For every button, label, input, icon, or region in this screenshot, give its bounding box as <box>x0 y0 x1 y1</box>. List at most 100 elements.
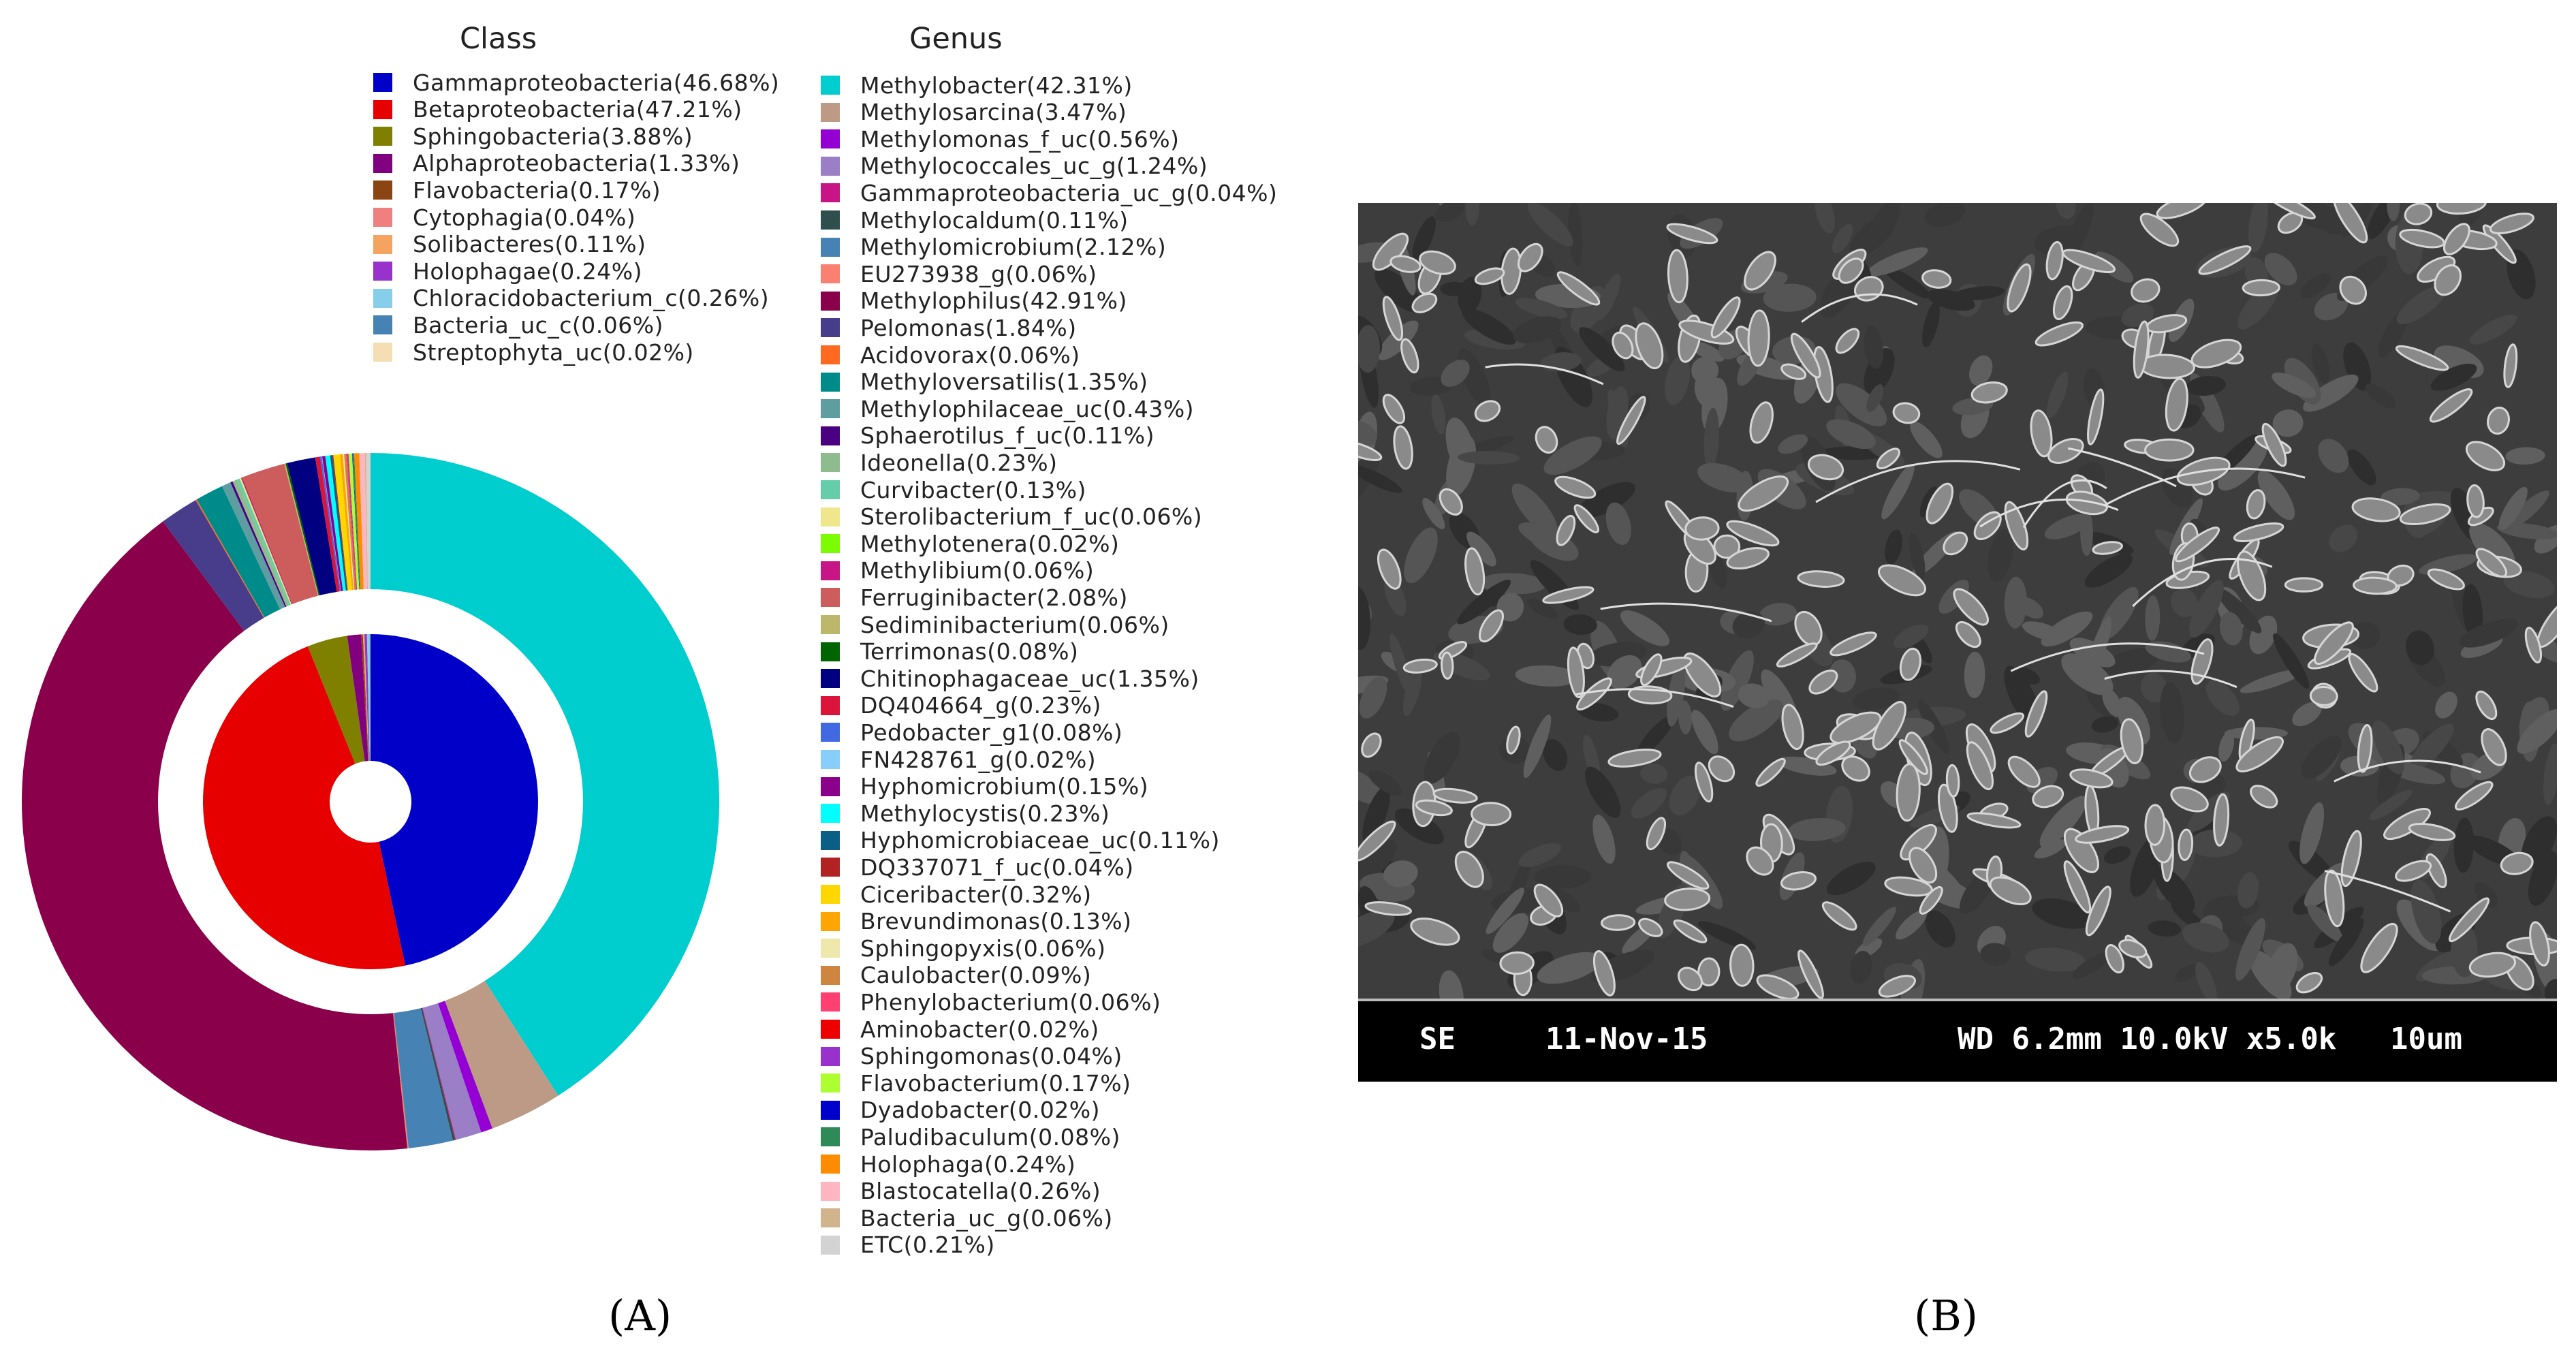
genus-legend-item: Brevundimonas(0.13%) <box>821 908 1132 935</box>
genus-slice <box>222 482 285 610</box>
class-legend-item: Gammaproteobacteria(46.68%) <box>373 69 779 96</box>
genus-legend-label: Hyphomicrobiaceae_uc(0.11%) <box>860 827 1220 854</box>
sem-settings: WD 6.2mm 10.0kV x5.0k <box>1958 1022 2337 1056</box>
genus-legend-label: Sphingopyxis(0.06%) <box>860 935 1106 962</box>
class-slice <box>371 634 538 966</box>
class-legend-item: Sphingobacteria(3.88%) <box>373 123 693 150</box>
genus-legend-item: Flavobacterium(0.17%) <box>821 1069 1131 1097</box>
genus-legend-item: Chitinophagaceae_uc(1.35%) <box>821 665 1199 692</box>
genus-legend-label: Pedobacter_g1(0.08%) <box>860 719 1123 746</box>
genus-legend-item: Gammaproteobacteria_uc_g(0.04%) <box>821 179 1277 206</box>
class-legend-swatch <box>373 127 392 146</box>
genus-legend-label: Sterolibacterium_f_uc(0.06%) <box>860 503 1203 531</box>
class-legend-item: Holophagae(0.24%) <box>373 257 642 285</box>
genus-legend-label: Brevundimonas(0.13%) <box>860 908 1132 935</box>
genus-legend-swatch <box>821 695 840 715</box>
genus-legend-item: Bacteria_uc_g(0.06%) <box>821 1204 1113 1231</box>
genus-legend-swatch <box>821 776 840 796</box>
genus-legend-label: Dyadobacter(0.02%) <box>860 1097 1101 1124</box>
genus-legend-label: Ciceribacter(0.32%) <box>860 881 1092 908</box>
genus-legend-label: Pelomonas(1.84%) <box>860 314 1077 341</box>
genus-legend-label: Ideonella(0.23%) <box>860 449 1058 476</box>
genus-legend-item: Caulobacter(0.09%) <box>821 962 1091 989</box>
class-legend-swatch <box>373 315 392 335</box>
genus-legend-item: FN428761_g(0.02%) <box>821 746 1096 773</box>
genus-legend-label: Holophaga(0.24%) <box>860 1150 1076 1178</box>
class-legend-label: Betaproteobacteria(47.21%) <box>413 96 742 123</box>
genus-legend-swatch <box>821 561 840 580</box>
genus-legend-swatch <box>821 750 840 769</box>
genus-slice <box>240 477 292 605</box>
genus-legend-item: Methylococcales_uc_g(1.24%) <box>821 153 1208 180</box>
genus-slice <box>420 1007 456 1141</box>
sem-info-bar: SE 11-Nov-15 WD 6.2mm 10.0kV x5.0k 10um <box>1358 999 2557 1082</box>
genus-legend-swatch <box>821 911 840 931</box>
genus-legend-item: DQ404664_g(0.23%) <box>821 692 1101 719</box>
genus-legend-swatch <box>821 1020 840 1039</box>
class-legend-item: Solibacteres(0.11%) <box>373 231 646 258</box>
genus-slice <box>438 1001 492 1133</box>
genus-legend-item: Ferruginibacter(2.08%) <box>821 584 1128 611</box>
genus-legend-item: Paludibaculum(0.08%) <box>821 1123 1120 1150</box>
genus-legend-label: Methylotenera(0.02%) <box>860 530 1120 557</box>
class-legend-swatch <box>373 153 392 173</box>
genus-legend-swatch <box>821 183 840 203</box>
genus-slice <box>287 457 337 596</box>
genus-legend-swatch <box>821 76 840 95</box>
panel-a-label: (A) <box>608 1291 672 1340</box>
class-legend-label: Bacteria_uc_c(0.06%) <box>413 311 663 339</box>
genus-legend-item: Hyphomicrobiaceae_uc(0.11%) <box>821 827 1220 854</box>
genus-legend-swatch <box>821 588 840 608</box>
class-legend-label: Streptophyta_uc(0.02%) <box>413 339 694 366</box>
genus-legend-swatch <box>821 858 840 877</box>
class-slice <box>202 646 405 970</box>
class-slice <box>369 634 371 762</box>
genus-slice <box>359 453 367 590</box>
genus-legend-item: Methylobacter(42.31%) <box>821 72 1133 99</box>
genus-slice <box>354 453 364 590</box>
genus-legend-label: Caulobacter(0.09%) <box>860 962 1092 989</box>
genus-legend-label: Ferruginibacter(2.08%) <box>860 584 1128 611</box>
genus-legend-label: Hyphomicrobium(0.15%) <box>860 773 1149 800</box>
genus-slice <box>445 980 559 1129</box>
class-slice <box>307 636 365 764</box>
genus-slice <box>321 456 341 592</box>
class-legend-item: Streptophyta_uc(0.02%) <box>373 339 694 366</box>
genus-legend-item: ETC(0.21%) <box>821 1231 995 1259</box>
class-legend-swatch <box>373 181 392 200</box>
class-legend-item: Alphaproteobacteria(1.33%) <box>373 150 740 177</box>
genus-slice <box>241 477 293 605</box>
sem-micrograph-image <box>1358 203 2557 999</box>
genus-legend-item: Sphingopyxis(0.06%) <box>821 935 1105 962</box>
genus-slice <box>333 454 352 591</box>
genus-legend-swatch <box>821 291 840 311</box>
class-legend-swatch <box>373 99 392 119</box>
genus-legend-item: Methylomicrobium(2.12%) <box>821 234 1166 261</box>
genus-legend-item: Sphingomonas(0.04%) <box>821 1043 1122 1070</box>
class-legend-title: Class <box>460 22 537 56</box>
class-legend-label: Chloracidobacterium_c(0.26%) <box>413 285 770 312</box>
genus-legend-swatch <box>821 480 840 499</box>
genus-legend-swatch <box>821 1208 840 1228</box>
genus-legend-label: DQ404664_g(0.23%) <box>860 692 1101 719</box>
genus-legend-label: Methylococcales_uc_g(1.24%) <box>860 153 1208 180</box>
genus-legend-label: Sediminibacterium(0.06%) <box>860 611 1169 638</box>
genus-legend-label: Paludibaculum(0.08%) <box>860 1123 1120 1150</box>
genus-legend-label: Flavobacterium(0.17%) <box>860 1069 1131 1097</box>
genus-legend-label: Methylobacter(42.31%) <box>860 72 1133 99</box>
genus-legend-label: Sphaerotilus_f_uc(0.11%) <box>860 422 1155 450</box>
genus-slice <box>344 454 356 590</box>
genus-legend-item: Holophaga(0.24%) <box>821 1150 1075 1178</box>
genus-legend-swatch <box>821 345 840 364</box>
genus-legend-item: DQ337071_f_uc(0.04%) <box>821 853 1134 881</box>
genus-slice <box>242 463 318 604</box>
genus-legend-swatch <box>821 372 840 392</box>
genus-legend-swatch <box>821 804 840 823</box>
genus-legend-item: Methylophilus(42.91%) <box>821 287 1127 315</box>
genus-slice <box>345 454 357 590</box>
genus-legend-swatch <box>821 264 840 284</box>
genus-legend-swatch <box>821 1181 840 1201</box>
genus-legend-label: FN428761_g(0.02%) <box>860 746 1097 773</box>
genus-legend-label: Curvibacter(0.13%) <box>860 476 1086 503</box>
genus-legend-label: Phenylobacterium(0.06%) <box>860 988 1161 1016</box>
